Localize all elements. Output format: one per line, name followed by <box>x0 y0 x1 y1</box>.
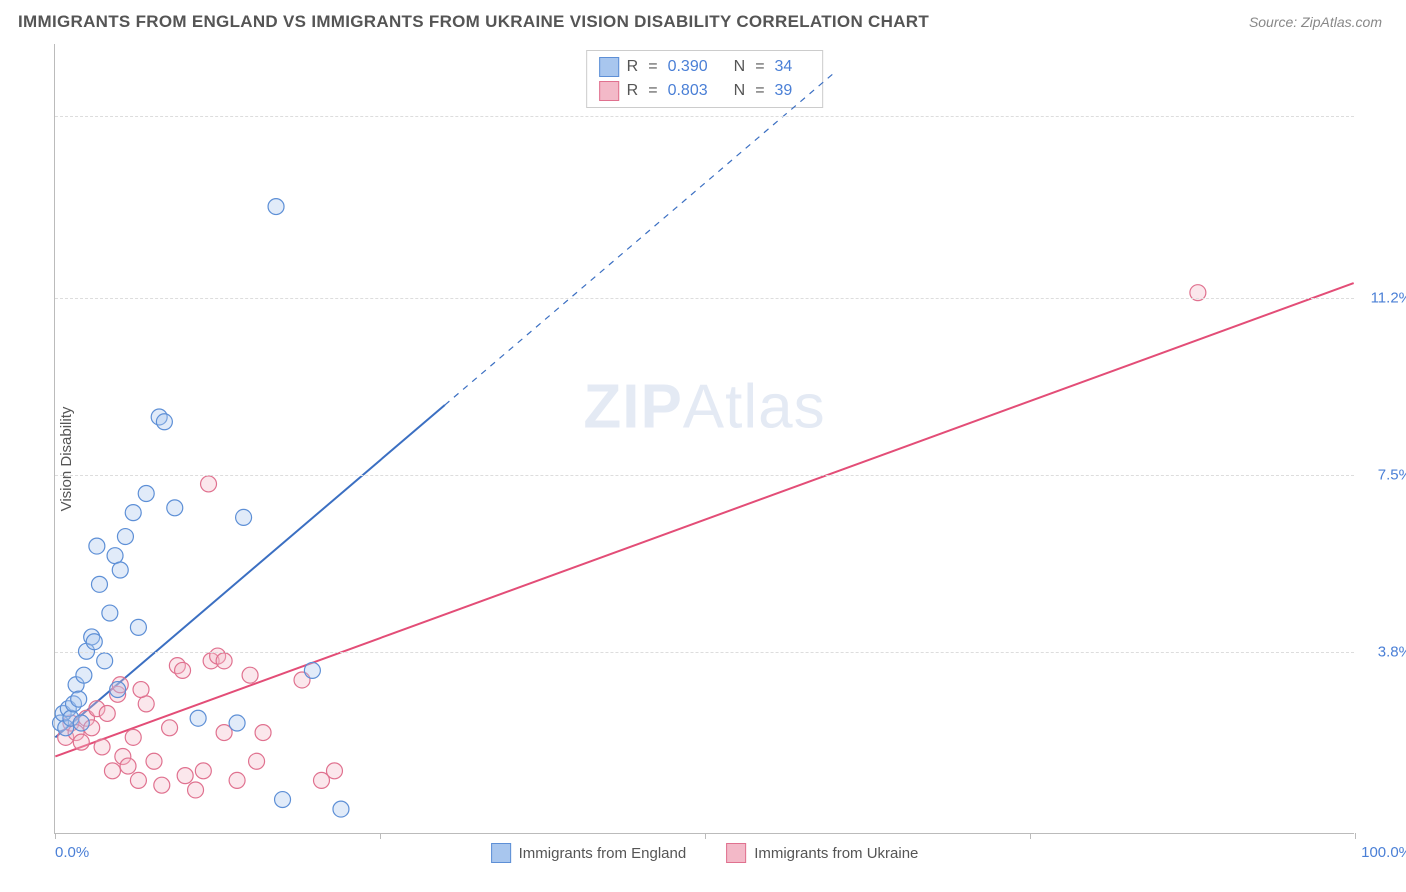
gridline <box>55 298 1354 299</box>
chart-container: Vision Disability ZIPAtlas R = 0.390 N =… <box>18 44 1388 874</box>
plot-svg <box>55 44 1354 833</box>
x-tick-label: 100.0% <box>1361 844 1406 861</box>
x-tick-mark <box>1355 833 1356 839</box>
gridline <box>55 475 1354 476</box>
y-tick-label: 3.8% <box>1378 644 1406 661</box>
x-tick-mark <box>55 833 56 839</box>
legend-item-england: Immigrants from England <box>491 843 687 863</box>
swatch-ukraine <box>726 843 746 863</box>
legend-label-ukraine: Immigrants from Ukraine <box>754 845 918 862</box>
legend-item-ukraine: Immigrants from Ukraine <box>726 843 918 863</box>
y-tick-label: 7.5% <box>1378 466 1406 483</box>
chart-title: IMMIGRANTS FROM ENGLAND VS IMMIGRANTS FR… <box>18 12 929 32</box>
gridline <box>55 652 1354 653</box>
swatch-england <box>491 843 511 863</box>
gridline <box>55 116 1354 117</box>
x-tick-mark <box>705 833 706 839</box>
x-tick-label: 0.0% <box>55 844 89 861</box>
x-tick-mark <box>1030 833 1031 839</box>
series-legend: Immigrants from England Immigrants from … <box>491 843 919 863</box>
x-tick-mark <box>380 833 381 839</box>
chart-source: Source: ZipAtlas.com <box>1249 14 1382 30</box>
legend-label-england: Immigrants from England <box>519 845 687 862</box>
y-tick-label: 11.2% <box>1371 289 1406 306</box>
plot-area: ZIPAtlas R = 0.390 N = 34 R = 0.803 N = … <box>54 44 1354 834</box>
chart-header: IMMIGRANTS FROM ENGLAND VS IMMIGRANTS FR… <box>0 0 1406 38</box>
